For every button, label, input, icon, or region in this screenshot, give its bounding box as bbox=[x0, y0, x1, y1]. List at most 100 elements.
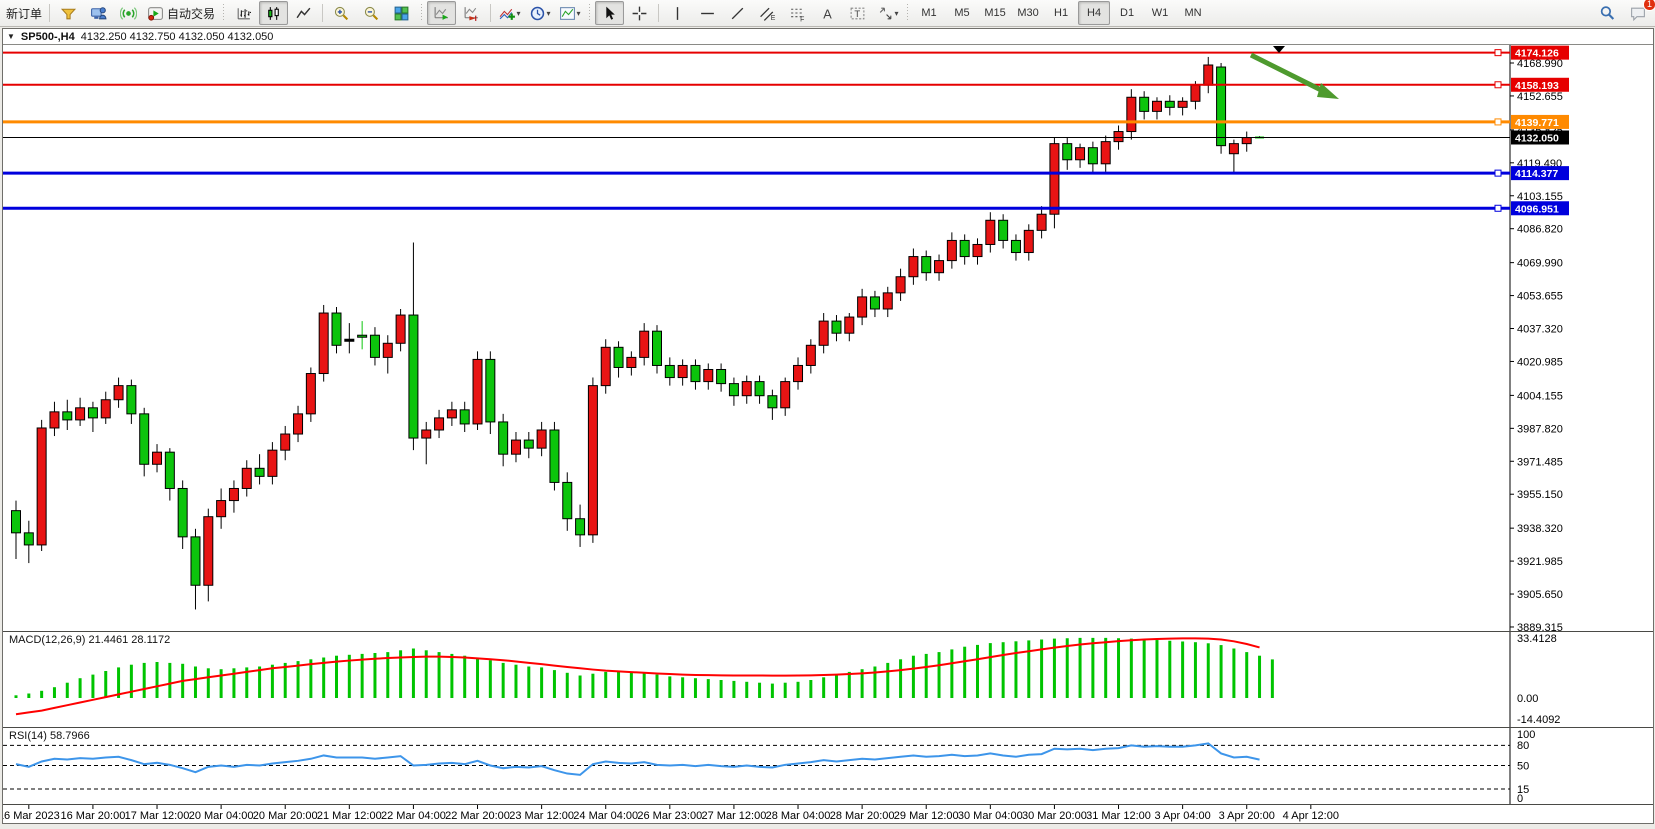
zoom-out-icon[interactable] bbox=[357, 1, 386, 25]
crosshair-icon[interactable] bbox=[625, 1, 654, 25]
price-axis-label: 4053.655 bbox=[1517, 291, 1563, 303]
timeframe-button-W1[interactable]: W1 bbox=[1151, 7, 1169, 19]
price-axis-label: 4086.820 bbox=[1517, 224, 1563, 236]
collapse-arrow-icon[interactable]: ▼ bbox=[7, 32, 15, 41]
auto-scroll-icon[interactable] bbox=[427, 1, 457, 25]
price-axis-label: 4020.985 bbox=[1517, 356, 1563, 368]
line-handle[interactable] bbox=[1494, 49, 1502, 57]
periods-icon[interactable]: ▾ bbox=[525, 1, 554, 25]
candle-body bbox=[421, 429, 432, 439]
price-axis-label: 4069.990 bbox=[1517, 258, 1563, 270]
price-axis-label: 3905.650 bbox=[1517, 589, 1563, 601]
tile-windows-icon[interactable] bbox=[387, 1, 416, 25]
templates-icon[interactable]: ▾ bbox=[555, 1, 584, 25]
candle-body bbox=[472, 358, 483, 425]
bar-chart-icon[interactable] bbox=[229, 1, 258, 25]
line-chart-icon[interactable] bbox=[289, 1, 318, 25]
candle-body bbox=[216, 500, 227, 518]
horizontal-line-icon[interactable] bbox=[693, 1, 722, 25]
line-handle[interactable] bbox=[1494, 169, 1502, 177]
rsi-axis-label: 0 bbox=[1517, 793, 1523, 804]
chart-titlebar[interactable]: ▼ SP500-,H4 4132.250 4132.750 4132.050 4… bbox=[3, 29, 1653, 45]
zoom-in-icon[interactable] bbox=[327, 1, 356, 25]
price-axis-label: 4152.655 bbox=[1517, 91, 1563, 103]
timeframe-button-M1[interactable]: M1 bbox=[921, 7, 937, 19]
candle-body bbox=[1062, 143, 1073, 161]
channel-icon[interactable]: E bbox=[753, 1, 782, 25]
timeframe-button-M5[interactable]: M5 bbox=[954, 7, 970, 19]
rsi-panel[interactable]: RSI(14) 58.7966 100 80 50 15 0 bbox=[3, 727, 1653, 804]
candle-body bbox=[793, 364, 804, 383]
line-handle[interactable] bbox=[1494, 204, 1502, 212]
candle-body bbox=[818, 320, 829, 346]
time-axis-label: 31 Mar 12:00 bbox=[1086, 810, 1151, 822]
candle-body bbox=[780, 381, 791, 409]
timeframe-button-MN[interactable]: MN bbox=[1184, 7, 1202, 19]
toolbar-separator bbox=[658, 4, 660, 22]
new-order-label: 新订单 bbox=[6, 6, 43, 21]
chat-icon[interactable]: 1 bbox=[1623, 0, 1655, 25]
timeframe-button-M30[interactable]: M30 bbox=[1017, 7, 1039, 19]
candle-body bbox=[318, 312, 329, 375]
search-icon[interactable] bbox=[1593, 1, 1622, 25]
indicators-icon[interactable]: ▾ bbox=[495, 1, 524, 25]
time-axis[interactable]: 16 Mar 2023 16 Mar 20:00 17 Mar 12:00 20 Ma… bbox=[3, 804, 1653, 823]
price-axis-label: 3971.485 bbox=[1517, 456, 1563, 468]
timeframe-button-M15[interactable]: M15 bbox=[984, 7, 1006, 19]
candle-body bbox=[972, 243, 983, 258]
label-icon[interactable]: T bbox=[843, 1, 872, 25]
cursor-icon[interactable] bbox=[595, 1, 625, 25]
price-chart-panel[interactable]: 4168.9904152.6554135.8254119.4904103.155… bbox=[3, 45, 1653, 631]
candlestick-icon[interactable] bbox=[259, 1, 289, 25]
candle-body bbox=[908, 256, 919, 278]
arrows-icon[interactable]: ▾ bbox=[873, 1, 902, 25]
line-handle[interactable] bbox=[1494, 81, 1502, 89]
periods-dropdown-arrow[interactable]: ▾ bbox=[546, 8, 551, 18]
trendline-icon[interactable] bbox=[723, 1, 752, 25]
candle-body bbox=[1100, 141, 1111, 165]
timeframe-button-D1[interactable]: D1 bbox=[1120, 7, 1135, 19]
toolbar-separator bbox=[49, 4, 51, 22]
time-axis-label: 30 Mar 04:00 bbox=[958, 810, 1023, 822]
new-order-button[interactable]: 新订单 bbox=[3, 1, 45, 25]
templates-dropdown-arrow[interactable]: ▾ bbox=[576, 8, 581, 18]
vertical-line-icon[interactable] bbox=[663, 1, 692, 25]
candle-body bbox=[87, 407, 98, 419]
trend-arrow[interactable] bbox=[1249, 52, 1329, 96]
text-icon[interactable]: A bbox=[813, 1, 842, 25]
candle-body bbox=[690, 364, 701, 383]
candle-body bbox=[536, 429, 547, 449]
toolbar-separator bbox=[322, 4, 324, 22]
chart-shift-marker[interactable] bbox=[1273, 46, 1285, 53]
signal-icon[interactable] bbox=[114, 1, 143, 25]
indicators-dropdown-arrow[interactable]: ▾ bbox=[516, 8, 521, 18]
timeframe-button-H1[interactable]: H1 bbox=[1054, 7, 1069, 19]
line-handle[interactable] bbox=[1494, 118, 1502, 126]
price-axis-label: 3921.985 bbox=[1517, 556, 1563, 568]
timeframe-button-H4[interactable]: H4 bbox=[1078, 1, 1111, 25]
candle-body bbox=[1049, 143, 1060, 215]
fibonacci-icon[interactable]: F bbox=[783, 1, 812, 25]
candle-body bbox=[1139, 96, 1150, 112]
candle-body bbox=[254, 467, 265, 477]
chart-shift-icon[interactable] bbox=[457, 1, 486, 25]
candle-body bbox=[1216, 66, 1227, 147]
candle-body bbox=[434, 417, 445, 431]
macd-label: MACD(12,26,9) 21.4461 28.1172 bbox=[9, 634, 171, 646]
candle-body bbox=[959, 239, 970, 258]
time-axis-canvas: 16 Mar 2023 16 Mar 20:00 17 Mar 12:00 20 Ma… bbox=[3, 805, 1339, 822]
macd-panel[interactable]: MACD(12,26,9) 21.4461 28.1172 33.4128 0.0… bbox=[3, 631, 1653, 727]
arrows-dropdown-arrow[interactable]: ▾ bbox=[894, 8, 899, 18]
autotrading-button[interactable]: 自动交易 bbox=[144, 1, 218, 25]
funnel-icon[interactable] bbox=[54, 1, 83, 25]
toolbar-group-handle bbox=[905, 4, 911, 22]
price-badge bbox=[1511, 45, 1569, 60]
candle-body bbox=[985, 219, 996, 245]
candle-body bbox=[228, 487, 239, 502]
time-axis-label: 16 Mar 20:00 bbox=[61, 810, 126, 822]
time-axis-label: 21 Mar 12:00 bbox=[317, 810, 382, 822]
candle-body bbox=[126, 385, 137, 415]
time-axis-label: 24 Mar 04:00 bbox=[573, 810, 638, 822]
terminal-user-icon[interactable] bbox=[84, 1, 113, 25]
